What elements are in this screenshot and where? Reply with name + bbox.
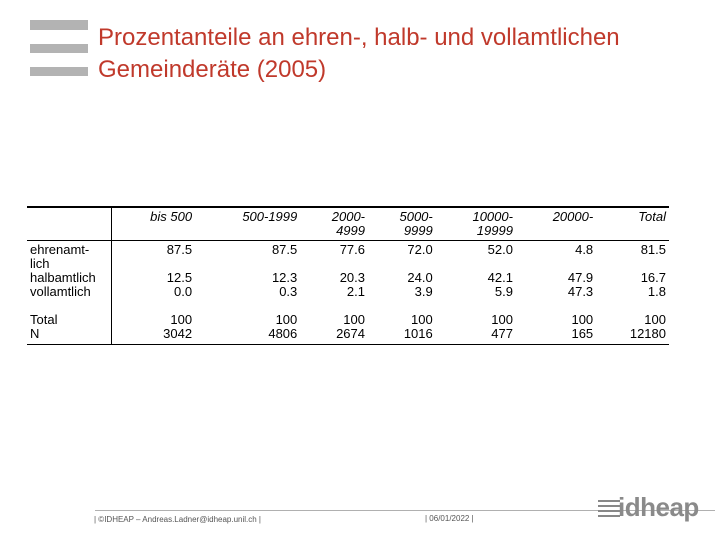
table-cell: 0.3 xyxy=(279,284,298,299)
table-cell: 100 xyxy=(491,312,513,327)
decoration-bar xyxy=(30,44,88,53)
row-label: halbamtlich xyxy=(27,271,112,285)
table-corner xyxy=(27,207,112,241)
table-cell: 12.3 xyxy=(271,270,298,285)
table-cell: 20.3 xyxy=(339,270,365,285)
logo-lines-icon xyxy=(598,500,620,520)
table-cell: 100 xyxy=(411,312,433,327)
table-cell: 100 xyxy=(644,312,666,327)
idheap-logo: idheap xyxy=(598,492,708,522)
spacer-cell xyxy=(112,299,670,313)
table-cell: 87.5 xyxy=(271,242,298,257)
table-cell: 72.0 xyxy=(407,242,433,257)
logo-wordmark: idheap xyxy=(618,492,699,522)
table-cell: 165 xyxy=(571,326,594,341)
table-row: Total 100 100 100 100 100 100 100 xyxy=(27,313,669,327)
column-header: 10000- 19999 xyxy=(435,207,516,241)
table-cell: 42.1 xyxy=(487,270,513,285)
data-table: bis 500 500-1999 2000- 4999 5000- 9999 100… xyxy=(27,206,669,345)
decoration-bar xyxy=(30,20,88,30)
row-label: Total xyxy=(27,313,112,327)
table-row: halbamtlich 12.5 12.3 20.3 24.0 42.1 47.… xyxy=(27,271,669,285)
column-header: bis 500 xyxy=(111,207,196,241)
table-cell: 12180 xyxy=(629,326,666,341)
table-cell: 2.1 xyxy=(346,284,365,299)
table-row: ehrenamt-lich 87.5 87.5 77.6 72.0 52.0 4… xyxy=(27,240,669,271)
table-cell: 16.7 xyxy=(640,270,666,285)
table-cell: 3.9 xyxy=(414,284,433,299)
column-header: 500-1999 xyxy=(195,207,301,241)
row-label: N xyxy=(27,327,112,345)
slide-title: Prozentanteile an ehren-, halb- und voll… xyxy=(98,22,718,86)
table-cell: 5.9 xyxy=(494,284,513,299)
column-header: 2000- 4999 xyxy=(300,207,368,241)
table-cell: 77.6 xyxy=(339,242,365,257)
table-cell: 477 xyxy=(491,326,513,341)
table-cell: 47.3 xyxy=(567,284,594,299)
footer-divider xyxy=(95,510,715,511)
slide-title-line1: Prozentanteile an ehren-, halb- und voll… xyxy=(98,24,620,51)
table-cell: 24.0 xyxy=(407,270,433,285)
table-cell: 100 xyxy=(275,312,298,327)
column-header: Total xyxy=(596,207,669,241)
table-header-row: bis 500 500-1999 2000- 4999 5000- 9999 100… xyxy=(27,207,669,241)
decoration-bar xyxy=(30,67,88,76)
table-spacer-row xyxy=(27,299,669,313)
table-cell: 100 xyxy=(571,312,594,327)
table-cell: 100 xyxy=(170,312,193,327)
table-cell: 52.0 xyxy=(487,242,513,257)
row-label: ehrenamt-lich xyxy=(27,240,112,271)
slide-title-line2: Gemeinderäte (2005) xyxy=(98,56,327,83)
table-cell: 4806 xyxy=(268,326,298,341)
row-label: vollamtlich xyxy=(27,285,112,299)
table-row: vollamtlich 0.0 0.3 2.1 3.9 5.9 47.3 1.8 xyxy=(27,285,669,299)
table-cell: 1016 xyxy=(403,326,433,341)
table-cell: 81.5 xyxy=(640,242,666,257)
data-table-container: bis 500 500-1999 2000- 4999 5000- 9999 100… xyxy=(27,206,669,345)
row-label-empty xyxy=(27,299,112,313)
table-cell: 3042 xyxy=(163,326,193,341)
table-cell: 2674 xyxy=(336,326,365,341)
column-header: 20000- xyxy=(515,207,597,241)
table-cell: 47.9 xyxy=(567,270,594,285)
table-cell: 4.8 xyxy=(575,242,594,257)
table-cell: 87.5 xyxy=(166,242,193,257)
footer-date: | 06/01/2022 | xyxy=(425,514,474,523)
slide-decoration xyxy=(30,20,88,90)
table-cell: 12.5 xyxy=(166,270,193,285)
table-cell: 0.0 xyxy=(173,284,193,299)
table-row: N 3042 4806 2674 1016 477 165 12180 xyxy=(27,327,669,345)
table-cell: 100 xyxy=(343,312,365,327)
footer-copyright: | ©IDHEAP – Andreas.Ladner@idheap.unil.c… xyxy=(94,515,262,524)
column-header: 5000- 9999 xyxy=(368,207,436,241)
table-cell: 1.8 xyxy=(647,284,666,299)
